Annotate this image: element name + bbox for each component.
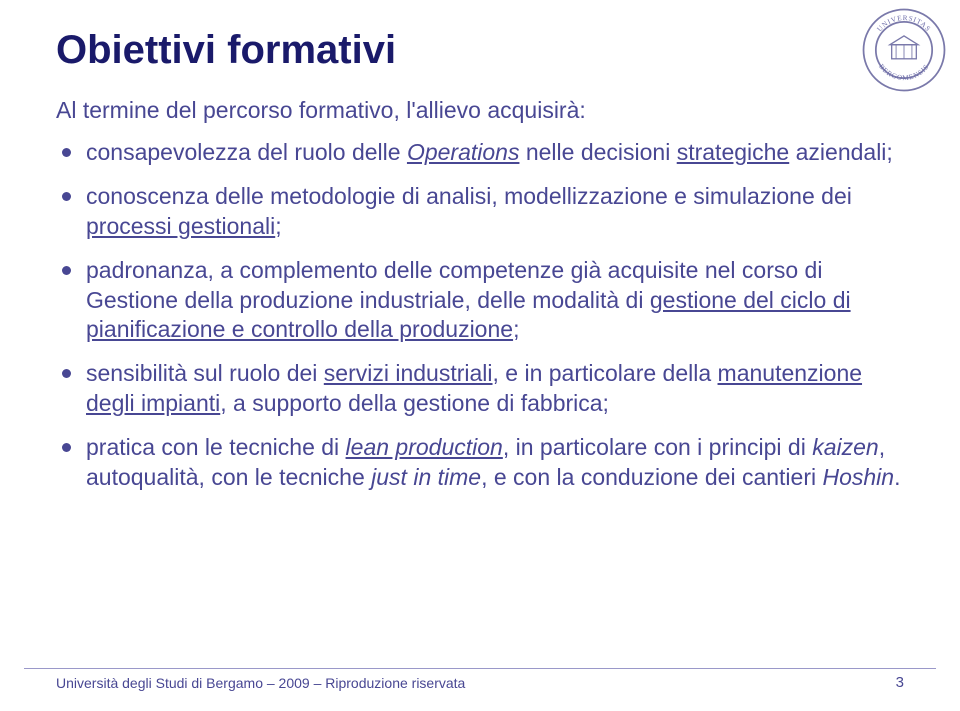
bullet-text: consapevolezza del ruolo delle bbox=[86, 139, 407, 165]
bullet-item: sensibilità sul ruolo dei servizi indust… bbox=[56, 359, 904, 419]
bullet-item: pratica con le tecniche di lean producti… bbox=[56, 433, 904, 493]
bullet-underline: strategiche bbox=[677, 139, 790, 165]
bullet-italic: Hoshin bbox=[822, 464, 894, 490]
bullet-emphasis: lean production bbox=[346, 434, 503, 460]
slide-title: Obiettivi formativi bbox=[56, 28, 904, 73]
bullet-text: , in particolare con i principi di bbox=[503, 434, 812, 460]
bullet-text: conoscenza delle metodologie di analisi,… bbox=[86, 183, 852, 209]
bullet-text: nelle decisioni bbox=[519, 139, 676, 165]
bullet-text: aziendali; bbox=[789, 139, 893, 165]
intro-text: Al termine del percorso formativo, l'all… bbox=[56, 97, 904, 124]
bullet-emphasis: Operations bbox=[407, 139, 520, 165]
bullet-text: ; bbox=[513, 316, 519, 342]
bullet-text: , e con la conduzione dei cantieri bbox=[481, 464, 822, 490]
bullet-text: pratica con le tecniche di bbox=[86, 434, 346, 460]
svg-text:BERGOMENSIS: BERGOMENSIS bbox=[877, 63, 931, 82]
bullet-underline: servizi industriali bbox=[324, 360, 493, 386]
bullet-text: , a supporto della gestione di fabbrica; bbox=[220, 390, 609, 416]
bullet-text: . bbox=[894, 464, 900, 490]
svg-text:UNIVERSITAS: UNIVERSITAS bbox=[876, 14, 933, 33]
bullet-item: padronanza, a complemento delle competen… bbox=[56, 256, 904, 346]
bullet-text: sensibilità sul ruolo dei bbox=[86, 360, 324, 386]
bullet-text: , e in particolare della bbox=[493, 360, 718, 386]
slide-footer: Università degli Studi di Bergamo – 2009… bbox=[0, 674, 960, 691]
bullet-list: consapevolezza del ruolo delle Operation… bbox=[56, 138, 904, 493]
bullet-item: consapevolezza del ruolo delle Operation… bbox=[56, 138, 904, 168]
university-logo: UNIVERSITAS BERGOMENSIS bbox=[860, 6, 948, 94]
bullet-italic: just in time bbox=[371, 464, 481, 490]
footer-text: Università degli Studi di Bergamo – 2009… bbox=[56, 675, 465, 691]
page-number: 3 bbox=[896, 674, 904, 691]
bullet-text: ; bbox=[275, 213, 281, 239]
slide: UNIVERSITAS BERGOMENSIS Obiettivi format… bbox=[0, 0, 960, 711]
footer-rule bbox=[24, 668, 936, 669]
bullet-italic: kaizen bbox=[812, 434, 878, 460]
bullet-item: conoscenza delle metodologie di analisi,… bbox=[56, 182, 904, 242]
bullet-underline: processi gestionali bbox=[86, 213, 275, 239]
